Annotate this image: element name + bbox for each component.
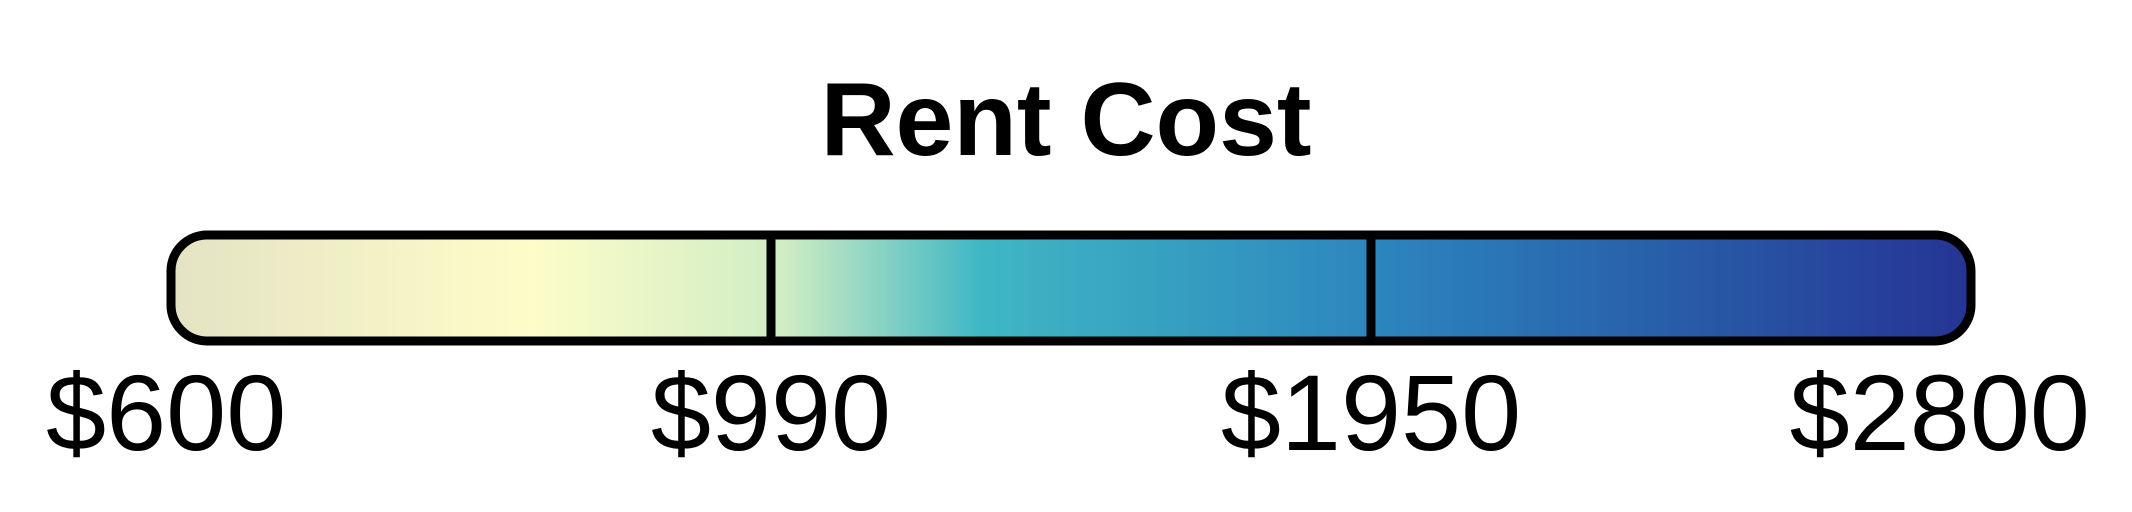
- colorbar-dividers: [766, 235, 1376, 341]
- tick-label: $2800: [1790, 352, 2090, 473]
- tick-label: $990: [651, 352, 891, 473]
- legend-title: Rent Cost: [820, 62, 1312, 178]
- tick-label: $1950: [1221, 352, 1521, 473]
- colorbar-gradient: [166, 230, 1976, 346]
- tick-label: $600: [46, 352, 286, 473]
- colorbar-tick-labels: $600 $990 $1950 $2800: [46, 352, 2090, 473]
